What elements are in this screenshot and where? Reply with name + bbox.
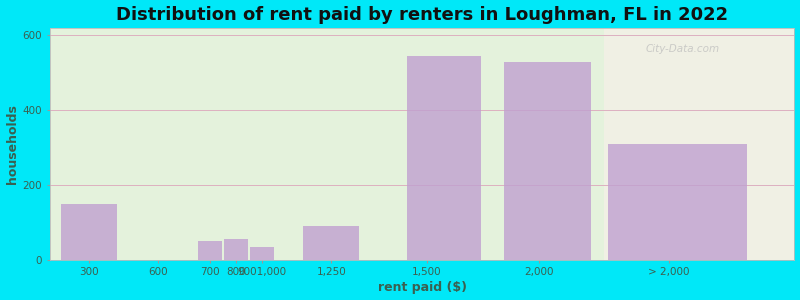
Bar	[407, 56, 481, 260]
Text: City-Data.com: City-Data.com	[646, 44, 720, 54]
Bar	[303, 226, 359, 260]
Bar	[604, 28, 794, 260]
Bar	[608, 144, 747, 260]
X-axis label: rent paid ($): rent paid ($)	[378, 281, 466, 294]
Title: Distribution of rent paid by renters in Loughman, FL in 2022: Distribution of rent paid by renters in …	[116, 6, 728, 24]
Bar	[61, 204, 117, 260]
Bar	[198, 241, 222, 260]
Bar	[505, 61, 591, 260]
Bar	[225, 239, 248, 260]
Bar	[250, 247, 274, 260]
Y-axis label: households: households	[6, 104, 18, 184]
